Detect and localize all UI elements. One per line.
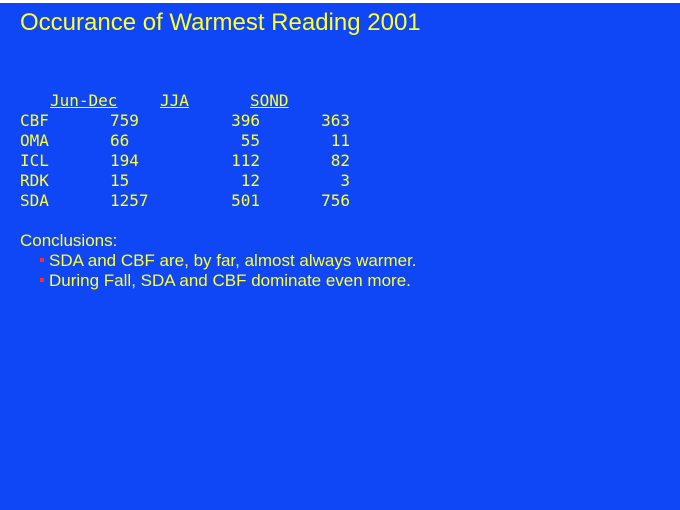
jun-dec-cell: 15 bbox=[110, 171, 130, 190]
slide-title: Occurance of Warmest Reading 2001 bbox=[20, 9, 421, 36]
station-cell: SDA bbox=[20, 191, 49, 210]
station-cell: ICL bbox=[20, 151, 49, 170]
header-jja: JJA bbox=[160, 91, 189, 110]
jun-dec-cell: 759 bbox=[110, 111, 139, 130]
conclusion-text: SDA and CBF are, by far, almost always w… bbox=[49, 251, 417, 270]
sond-cell: 82 bbox=[330, 151, 350, 170]
jun-dec-cell: 1257 bbox=[110, 191, 149, 210]
header-sond: SOND bbox=[250, 91, 289, 110]
jja-cell: 12 bbox=[240, 171, 260, 190]
bullet-icon bbox=[40, 257, 44, 262]
jja-cell: 501 bbox=[231, 191, 260, 210]
conclusion-bullet: SDA and CBF are, by far, almost always w… bbox=[40, 251, 417, 271]
sond-cell: 11 bbox=[330, 131, 350, 150]
conclusions-heading: Conclusions: bbox=[20, 231, 118, 250]
slide: Occurance of Warmest Reading 2001 Jun-De… bbox=[0, 3, 680, 510]
header-jun-dec: Jun-Dec bbox=[50, 91, 118, 110]
jja-cell: 55 bbox=[240, 131, 260, 150]
jun-dec-cell: 66 bbox=[110, 131, 130, 150]
station-cell: OMA bbox=[20, 131, 49, 150]
sond-cell: 3 bbox=[340, 171, 350, 190]
jun-dec-cell: 194 bbox=[110, 151, 139, 170]
sond-cell: 363 bbox=[321, 111, 350, 130]
station-cell: RDK bbox=[20, 171, 49, 190]
jja-cell: 112 bbox=[231, 151, 260, 170]
bullet-icon bbox=[40, 277, 44, 282]
conclusion-text: During Fall, SDA and CBF dominate even m… bbox=[49, 271, 411, 290]
station-cell: CBF bbox=[20, 111, 49, 130]
sond-cell: 756 bbox=[321, 191, 350, 210]
jja-cell: 396 bbox=[231, 111, 260, 130]
conclusion-bullet: During Fall, SDA and CBF dominate even m… bbox=[40, 271, 411, 291]
